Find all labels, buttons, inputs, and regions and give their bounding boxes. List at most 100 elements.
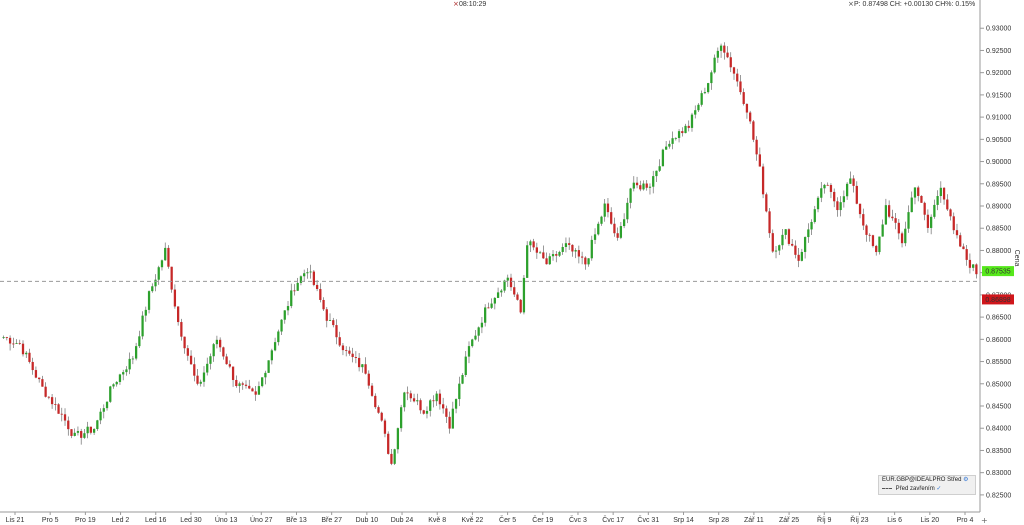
candle-body (257, 386, 261, 395)
candle-body (147, 291, 151, 310)
candle-body (173, 289, 177, 307)
candle-body (858, 203, 862, 215)
candle-body (335, 325, 338, 338)
candle-body (57, 404, 60, 414)
candle-body (532, 241, 535, 248)
prev-close-label: 0.86898 (985, 297, 1010, 304)
y-axis-ticks: 0.82500 0.83000 0.83500 0.84000 0.84500 0.850… (980, 26, 1011, 499)
candle-body (412, 398, 416, 402)
candle-body (868, 234, 871, 236)
candle-body (845, 183, 849, 197)
candle-body (816, 197, 820, 210)
candle-body (361, 364, 364, 368)
candle-body (432, 400, 435, 402)
candle-body (2, 337, 5, 339)
x-tick-label: Čvc 31 (637, 515, 659, 524)
candle-body (881, 224, 884, 237)
candle-body (383, 420, 387, 434)
x-tick-label: Zář 11 (744, 517, 764, 524)
y-tick-label: 0.92500 (986, 48, 1011, 55)
candle-body (393, 449, 396, 464)
candle-body (235, 379, 238, 387)
candle-body (894, 218, 897, 223)
candle-body (225, 356, 228, 365)
candle-body (584, 257, 587, 265)
candle-body (44, 386, 47, 397)
candle-body (913, 187, 917, 198)
candle-body (713, 57, 716, 73)
candle-body (742, 92, 745, 104)
candle-body (125, 369, 128, 373)
x-tick-label: Kvě 8 (428, 517, 446, 524)
candle-body (21, 343, 25, 355)
candle-body (458, 383, 461, 400)
candle-body (622, 219, 626, 227)
candle-body (154, 279, 157, 287)
candle-body (160, 260, 164, 268)
legend-close-row[interactable]: Před zavřením ✓ (882, 485, 972, 494)
candle-body (390, 453, 393, 464)
settings-icon[interactable]: ⚙ (963, 477, 969, 483)
candle-body (655, 170, 658, 177)
candle-body (719, 45, 723, 51)
candle-body (836, 201, 839, 211)
candle-body (590, 239, 593, 259)
candle-body (639, 185, 642, 190)
candle-body (564, 243, 568, 247)
x-tick-label: Říj 23 (850, 515, 868, 524)
candle-body (697, 104, 700, 111)
legend-close-label: Před zavřením (895, 486, 935, 492)
header-time: 08:10:29 (459, 1, 486, 8)
candle-body (942, 187, 946, 200)
candle-body (949, 209, 952, 217)
candle-body (926, 214, 930, 228)
candle-body (34, 370, 38, 378)
candle-body (5, 337, 8, 339)
candle-body (202, 372, 206, 382)
check-icon[interactable]: ✓ (936, 486, 942, 492)
candle-body (25, 352, 28, 355)
candle-body (761, 166, 765, 195)
candle-body (729, 57, 732, 68)
candle-body (526, 245, 529, 278)
candle-body (771, 233, 774, 252)
y-tick-label: 0.93000 (986, 26, 1011, 33)
x-tick-label: Čer 19 (532, 515, 553, 524)
header-close-icon[interactable]: × (453, 0, 459, 8)
candle-body (900, 233, 904, 244)
candle-body (251, 388, 254, 392)
candle-body (522, 277, 526, 313)
quote-close-icon[interactable]: × (848, 0, 854, 8)
candle-body (41, 379, 44, 387)
candle-body (739, 81, 742, 93)
y-tick-label: 0.88000 (986, 248, 1011, 255)
candle-body (183, 336, 186, 349)
x-axis-ticks: Lis 21 Pro 5 Pro 19 Led 2 Led 16 Led 30 Úno 13… (6, 512, 973, 524)
candle-body (115, 381, 118, 385)
candle-body (80, 431, 83, 438)
y-tick-label: 0.89000 (986, 204, 1011, 211)
candle-body (548, 256, 551, 265)
candle-body (315, 284, 319, 290)
candle-body (635, 182, 639, 186)
y-tick-label: 0.86000 (986, 337, 1011, 344)
x-tick-label: Led 16 (145, 517, 167, 524)
candle-body (261, 377, 264, 387)
candle-body (193, 364, 196, 376)
candle-body (15, 342, 18, 344)
candle-body (248, 385, 251, 389)
candle-body (687, 125, 690, 128)
y-axis-label: Cena (1013, 250, 1020, 267)
x-tick-label: Zář 25 (779, 517, 799, 524)
candle-body (47, 396, 50, 398)
x-tick-label: Pro 19 (75, 517, 96, 524)
add-icon[interactable]: + (981, 516, 988, 525)
candle-body (296, 282, 299, 291)
candle-body (164, 247, 167, 261)
candle-body (442, 404, 445, 409)
candle-body (778, 245, 781, 251)
legend-instrument-row[interactable]: EUR.GBP@IDEALPRO Střed ⚙ (882, 476, 972, 485)
candle-body (138, 336, 141, 347)
candle-body (283, 310, 286, 320)
x-tick-label: Srp 28 (708, 517, 729, 524)
